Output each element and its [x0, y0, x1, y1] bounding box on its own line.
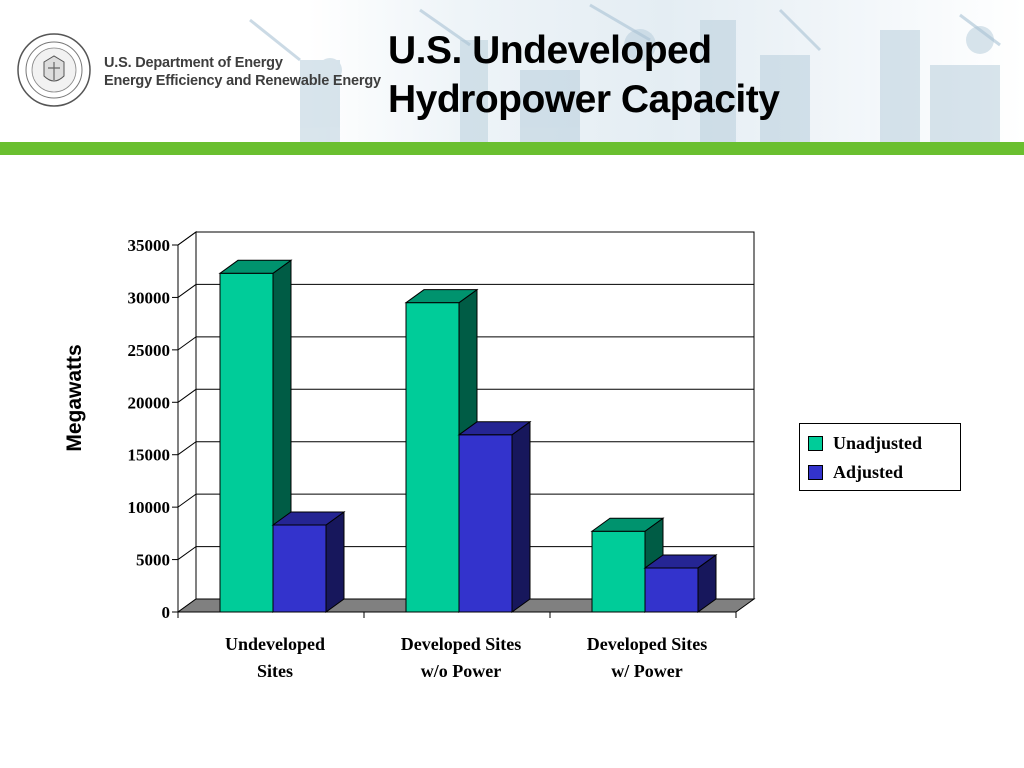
slide-title-line-1: U.S. Undeveloped [388, 29, 712, 72]
y-tick-label: 10000 [128, 498, 171, 517]
gridline-20000 [177, 388, 754, 403]
x-category-label: Undeveloped [225, 634, 325, 654]
y-tick-label: 30000 [128, 288, 171, 307]
y-tick-label: 15000 [128, 446, 171, 465]
agency-line-1: U.S. Department of Energy [104, 55, 283, 71]
y-tick-label: 0 [162, 603, 171, 622]
bar-front [644, 567, 699, 613]
legend-label-adjusted: Adjusted [833, 461, 904, 482]
agency-name: U.S. Department of Energy Energy Efficie… [104, 54, 381, 90]
legend-swatch-unadjusted [808, 435, 823, 451]
legend-item-unadjusted: Unadjusted [808, 433, 922, 453]
chart-axes [172, 244, 737, 618]
header-banner: U.S. Department of Energy Energy Efficie… [0, 0, 1024, 142]
y-axis-title: Megawatts [63, 344, 86, 451]
bar-top [590, 517, 665, 532]
chart-gridlines [177, 231, 754, 560]
bar-top [404, 289, 479, 304]
bar-adjusted-1 [271, 510, 346, 613]
agency-line-2: Energy Efficiency and Renewable Energy [104, 73, 381, 89]
legend-swatch-adjusted [808, 464, 823, 480]
legend-item-adjusted: Adjusted [808, 462, 903, 482]
gridline-5000 [177, 546, 754, 560]
green-accent-bar [0, 142, 1024, 155]
legend-label-unadjusted: Unadjusted [833, 432, 923, 453]
chart-labels: 0 5000 10000 15000 20000 25000 30000 35000 Undev… [63, 236, 707, 681]
bar-top [457, 421, 532, 436]
x-category-label: w/ Power [611, 661, 682, 681]
slide-title: U.S. Undeveloped Hydropower Capacity [388, 26, 780, 124]
x-category-label: Developed Sites [587, 634, 708, 654]
gridline-15000 [177, 441, 754, 456]
y-tick-label: 25000 [128, 341, 171, 360]
y-tick-label: 35000 [128, 236, 171, 255]
bar-front [458, 434, 513, 613]
bar-front [219, 272, 274, 613]
chart-legend: Unadjusted Adjusted [799, 423, 961, 491]
gridline-25000 [177, 336, 754, 351]
bar-front [591, 530, 646, 613]
bar-top [271, 511, 346, 526]
chart-bars [218, 259, 718, 613]
bar-front [272, 524, 327, 613]
bar-side [511, 420, 531, 613]
gridline-10000 [177, 493, 754, 508]
doe-seal-icon [17, 33, 91, 107]
bar-top [643, 554, 718, 569]
slide-title-line-2: Hydropower Capacity [388, 78, 780, 121]
x-category-label: Sites [257, 661, 293, 681]
bar-top [218, 259, 293, 274]
header-background-art [249, 3, 1001, 142]
chart-side-wall [177, 231, 197, 613]
gridline-30000 [177, 283, 754, 298]
bar-adjusted-2 [457, 420, 532, 613]
y-tick-label: 20000 [128, 393, 171, 412]
bar-front [405, 302, 460, 613]
bar-side [325, 510, 345, 613]
bar-adjusted-3 [643, 553, 718, 613]
x-category-label: w/o Power [421, 661, 501, 681]
x-category-label: Developed Sites [401, 634, 522, 654]
y-tick-label: 5000 [136, 551, 170, 570]
gridline-35000 [177, 231, 754, 246]
